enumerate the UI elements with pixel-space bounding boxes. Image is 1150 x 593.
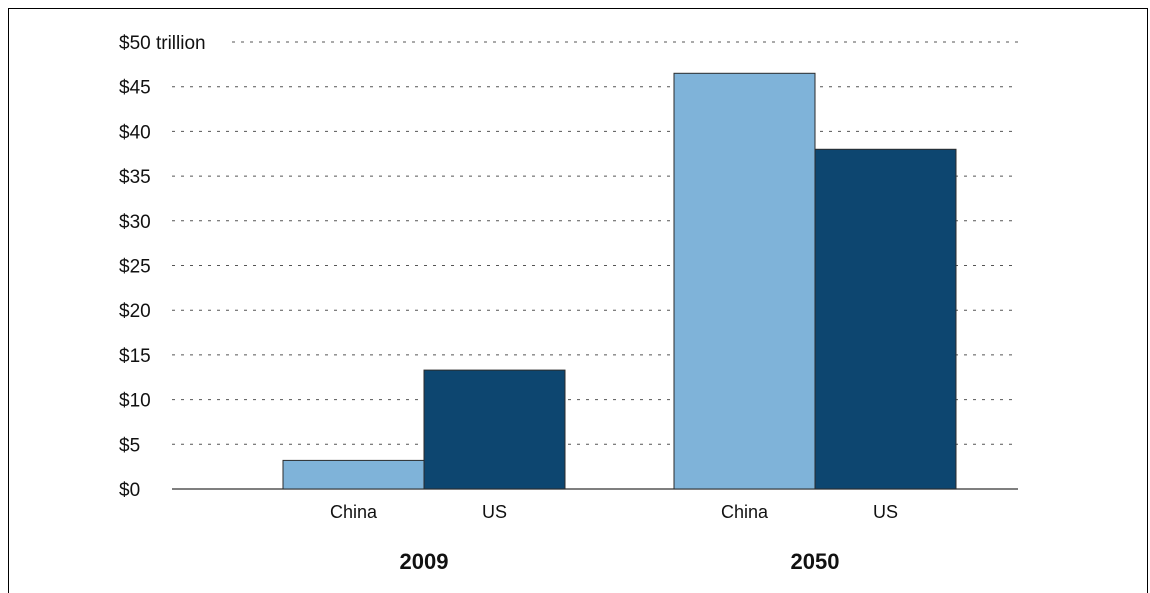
category-label: China bbox=[721, 502, 769, 522]
group-label: 2050 bbox=[791, 549, 840, 574]
bar-china-2009 bbox=[282, 459, 425, 490]
y-tick-label: $50 trillion bbox=[119, 33, 206, 54]
y-tick-label: $25 bbox=[119, 257, 151, 278]
y-tick-label: $45 bbox=[119, 78, 151, 99]
category-label: US bbox=[873, 502, 898, 522]
bar-us-2009 bbox=[423, 369, 566, 490]
y-tick-label: $10 bbox=[119, 391, 151, 412]
y-tick-label: $15 bbox=[119, 346, 151, 367]
chart-frame bbox=[8, 8, 1148, 593]
category-label: US bbox=[482, 502, 507, 522]
y-tick-label: $5 bbox=[119, 435, 140, 456]
y-tick-label: $0 bbox=[119, 480, 140, 501]
y-tick-label: $20 bbox=[119, 301, 151, 322]
bar-china-2050 bbox=[673, 72, 816, 490]
y-tick-label: $35 bbox=[119, 167, 151, 188]
y-tick-label: $40 bbox=[119, 122, 151, 143]
bar-us-2050 bbox=[814, 148, 957, 490]
y-tick-label: $30 bbox=[119, 212, 151, 233]
group-label: 2009 bbox=[400, 549, 449, 574]
category-label: China bbox=[330, 502, 378, 522]
